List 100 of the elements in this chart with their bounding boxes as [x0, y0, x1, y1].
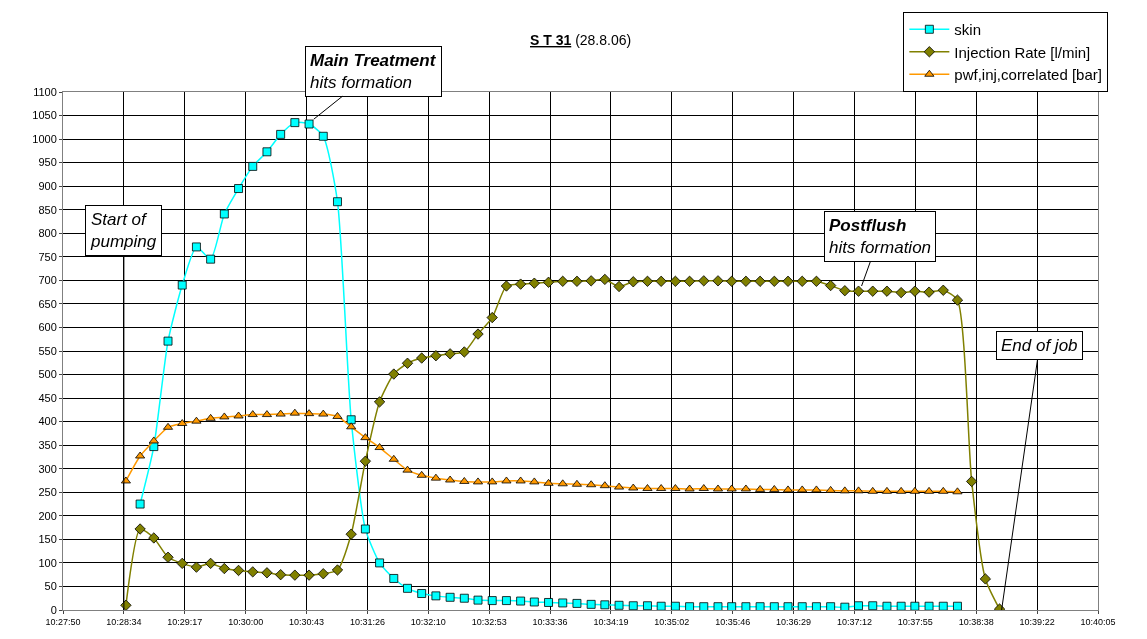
point: [797, 602, 807, 610]
point: [812, 602, 821, 610]
point: [811, 485, 822, 493]
x-tick-label: 10:31:26: [349, 616, 385, 627]
point: [501, 476, 512, 484]
y-tick-label: 100: [38, 556, 57, 569]
y-tick-label: 950: [38, 156, 57, 169]
point: [628, 601, 638, 610]
point: [290, 118, 300, 128]
y-tick-label: 1100: [33, 85, 57, 98]
point: [163, 336, 173, 346]
chart-title: S T 31 (28.8.06): [530, 32, 632, 48]
point: [177, 280, 187, 290]
point: [558, 598, 568, 608]
annotation: Postflush hits formation: [829, 216, 932, 258]
point: [416, 470, 427, 478]
point: [529, 597, 539, 607]
point: [685, 602, 694, 610]
point: [304, 119, 314, 129]
x-tick-label: 10:30:43: [289, 616, 325, 627]
point: [797, 485, 808, 493]
x-tick-label: 10:40:05: [1080, 616, 1116, 627]
point: [219, 412, 230, 420]
point: [375, 558, 384, 568]
point: [586, 599, 596, 609]
point: [586, 480, 597, 488]
point: [769, 602, 779, 610]
point: [643, 601, 652, 610]
point: [276, 129, 286, 139]
point: [275, 409, 286, 417]
y-tick-label: 550: [38, 344, 57, 357]
y-tick-label: 300: [38, 462, 57, 475]
point: [614, 482, 625, 490]
point: [233, 411, 244, 419]
y-tick-label: 800: [38, 227, 57, 240]
point: [417, 589, 427, 598]
x-tick-label: 10:37:12: [836, 616, 872, 627]
point: [713, 602, 723, 610]
y-tick-label: 200: [38, 509, 57, 522]
point: [628, 483, 639, 491]
point: [938, 486, 949, 494]
point: [614, 600, 624, 610]
x-tick-label: 10:37:55: [897, 616, 933, 627]
point: [684, 484, 695, 492]
y-tick-label: 0: [50, 603, 57, 616]
legend-label: skin: [954, 21, 982, 39]
y-tick-label: 1050: [32, 109, 57, 122]
point: [600, 600, 610, 610]
x-tick-label: 10:39:22: [1019, 616, 1055, 627]
point: [148, 436, 159, 444]
point: [333, 197, 342, 207]
point: [953, 601, 962, 610]
y-tick-label: 50: [44, 580, 57, 593]
point: [487, 596, 497, 605]
point: [670, 601, 680, 610]
y-tick-label: 150: [38, 533, 57, 546]
y-tick-label: 850: [38, 203, 57, 216]
point: [924, 601, 934, 610]
y-tick-label: 650: [38, 297, 57, 310]
point: [783, 602, 793, 610]
point: [318, 409, 329, 417]
y-tick-label: 350: [38, 439, 57, 452]
point: [473, 595, 483, 605]
y-tick-label: 600: [38, 321, 57, 334]
x-tick-label: 10:36:29: [776, 616, 812, 627]
x-tick-label: 10:28:34: [106, 616, 142, 627]
point: [896, 601, 906, 610]
point: [825, 485, 836, 493]
point: [740, 484, 751, 492]
x-tick-label: 10:35:46: [715, 616, 751, 627]
annotation: End of job: [1001, 336, 1078, 355]
point: [656, 601, 666, 610]
point: [430, 473, 441, 481]
point: [544, 598, 553, 607]
point: [346, 422, 357, 430]
point: [402, 465, 413, 473]
x-tick-label: 10:30:00: [228, 616, 264, 627]
point: [289, 408, 300, 416]
legend-label: Injection Rate [l/min]: [954, 43, 1091, 61]
point: [529, 477, 540, 485]
point: [516, 596, 526, 606]
point: [867, 486, 878, 494]
x-tick-label: 10:29:17: [167, 616, 203, 627]
point: [699, 602, 709, 610]
y-tick-label: 750: [38, 250, 57, 263]
point: [839, 486, 850, 494]
point: [388, 454, 399, 462]
point: [571, 479, 582, 487]
point: [163, 422, 174, 430]
point: [938, 601, 948, 610]
point: [741, 602, 751, 610]
y-tick-label: 500: [38, 368, 57, 381]
annotation: Main Treatment hits formation: [310, 51, 437, 93]
point: [191, 416, 202, 424]
point: [910, 601, 920, 610]
point: [924, 486, 935, 494]
x-tick-label: 10:38:38: [958, 616, 994, 627]
point: [318, 131, 328, 141]
point: [543, 478, 554, 486]
point: [346, 415, 356, 425]
